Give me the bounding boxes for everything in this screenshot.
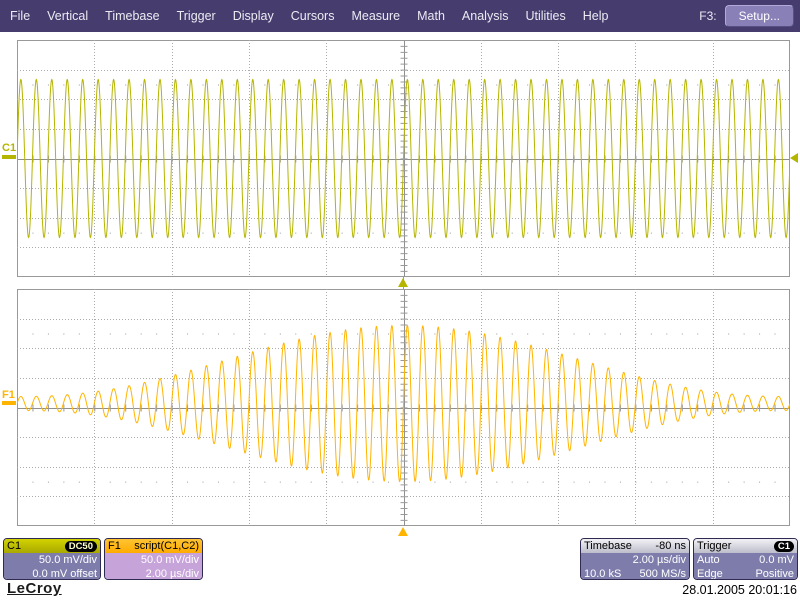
c1-box-title: C1 <box>7 540 21 552</box>
f1-function-box[interactable]: F1 script(C1,C2) 50.0 mV/div 2.00 µs/div <box>104 538 203 580</box>
trigger-level-arrow[interactable] <box>790 153 798 163</box>
timebase-samples: 10.0 kS <box>584 567 621 580</box>
timebase-box-header: Timebase -80 ns <box>581 539 689 553</box>
menu-item-trigger[interactable]: Trigger <box>177 9 216 23</box>
trigger-time-marker-bottom[interactable] <box>398 527 408 536</box>
trigger-box-header: Trigger C1 <box>694 539 797 553</box>
trigger-box-title: Trigger <box>697 540 731 552</box>
lecroy-logo: LeCroy <box>7 580 62 597</box>
menu-items: File Vertical Timebase Trigger Display Cursor… <box>10 9 608 23</box>
timebase-rate: 500 MS/s <box>640 567 686 580</box>
trigger-mode: Auto <box>697 553 720 567</box>
trigger-type: Edge <box>697 567 723 580</box>
bottom-grid-f1 <box>17 289 790 526</box>
trigger-slope: Positive <box>755 567 794 580</box>
f1-volts-per-div: 50.0 mV/div <box>108 553 199 567</box>
c1-waveform-plot <box>17 40 790 277</box>
c1-zero-level-marker[interactable] <box>2 155 16 159</box>
timebase-box-title: Timebase <box>584 540 632 552</box>
f1-function-label: script(C1,C2) <box>134 540 199 552</box>
c1-box-header: C1 DC50 <box>4 539 100 553</box>
menu-item-vertical[interactable]: Vertical <box>47 9 88 23</box>
c1-trace-label: C1 <box>2 142 16 154</box>
c1-box-body: 50.0 mV/div 0.0 mV offset <box>4 553 100 580</box>
trace-line <box>17 80 790 238</box>
timebase-box[interactable]: Timebase -80 ns 2.00 µs/div 10.0 kS 500 … <box>580 538 690 580</box>
menu-item-measure[interactable]: Measure <box>351 9 400 23</box>
f1-waveform-plot <box>17 289 790 526</box>
f1-zero-level-marker[interactable] <box>2 401 16 405</box>
menu-item-file[interactable]: File <box>10 9 30 23</box>
c1-volts-per-div: 50.0 mV/div <box>7 553 97 567</box>
menu-item-cursors[interactable]: Cursors <box>291 9 335 23</box>
menu-right: F3: Setup... <box>699 5 794 27</box>
trigger-box-body: Auto 0.0 mV Edge Positive <box>694 553 797 580</box>
menu-item-display[interactable]: Display <box>233 9 274 23</box>
timebase-box-body: 2.00 µs/div 10.0 kS 500 MS/s <box>581 553 689 580</box>
f1-box-title: F1 <box>108 540 121 552</box>
trigger-box[interactable]: Trigger C1 Auto 0.0 mV Edge Positive <box>693 538 798 580</box>
menu-item-help[interactable]: Help <box>583 9 609 23</box>
menu-item-utilities[interactable]: Utilities <box>525 9 565 23</box>
trigger-time-marker-top[interactable] <box>398 278 408 287</box>
timebase-delay: -80 ns <box>655 540 686 552</box>
f1-box-header: F1 script(C1,C2) <box>105 539 202 553</box>
f1-trace-label: F1 <box>2 389 15 401</box>
oscilloscope-screen: File Vertical Timebase Trigger Display Cursor… <box>0 0 800 600</box>
status-bar: C1 DC50 50.0 mV/div 0.0 mV offset F1 scr… <box>0 538 800 582</box>
trigger-source-badge: C1 <box>774 541 794 552</box>
top-grid-c1 <box>17 40 790 277</box>
menu-bar: File Vertical Timebase Trigger Display Cursor… <box>0 0 800 32</box>
datetime-display: 28.01.2005 20:01:16 <box>682 583 797 597</box>
menu-item-analysis[interactable]: Analysis <box>462 9 509 23</box>
timebase-per-div: 2.00 µs/div <box>584 553 686 567</box>
menu-item-timebase[interactable]: Timebase <box>105 9 159 23</box>
setup-button[interactable]: Setup... <box>725 5 794 27</box>
c1-coupling-badge: DC50 <box>65 541 97 552</box>
menu-item-math[interactable]: Math <box>417 9 445 23</box>
trigger-level: 0.0 mV <box>759 553 794 567</box>
f1-time-per-div: 2.00 µs/div <box>108 567 199 580</box>
c1-channel-box[interactable]: C1 DC50 50.0 mV/div 0.0 mV offset <box>3 538 101 580</box>
f3-label: F3: <box>699 9 716 23</box>
f1-box-body: 50.0 mV/div 2.00 µs/div <box>105 553 202 580</box>
c1-offset: 0.0 mV offset <box>7 567 97 580</box>
